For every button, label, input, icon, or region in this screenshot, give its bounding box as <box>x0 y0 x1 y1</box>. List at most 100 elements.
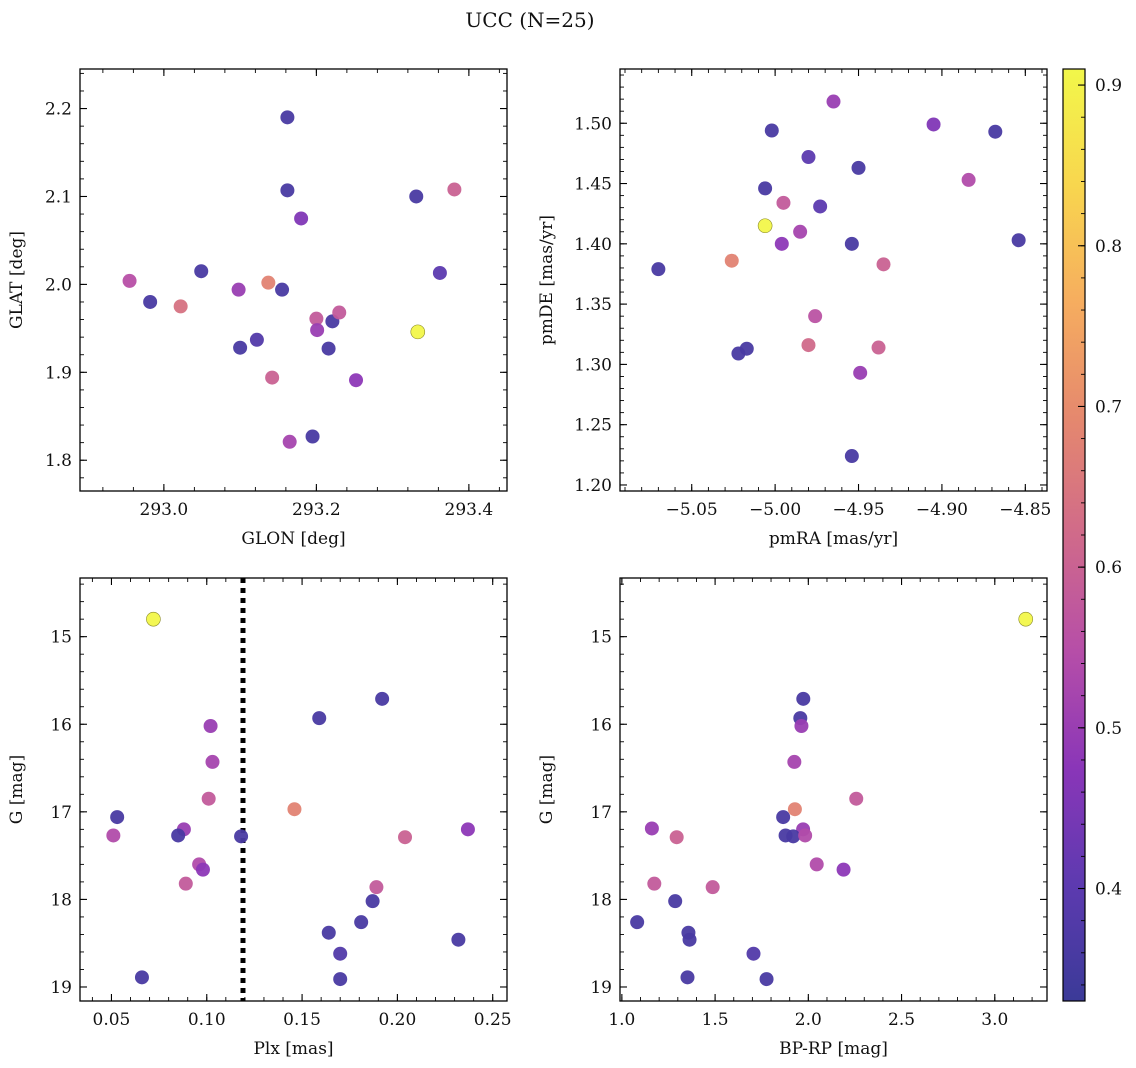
data-point <box>759 972 774 987</box>
x-tick-label: −5.00 <box>749 500 801 520</box>
data-point <box>851 160 866 175</box>
x-tick-label: 293.2 <box>292 500 341 520</box>
data-point <box>398 830 413 845</box>
y-tick-label: 15 <box>590 628 612 648</box>
x-axis-label: GLON [deg] <box>241 529 345 549</box>
x-tick-label: 2.0 <box>795 1010 822 1030</box>
data-point <box>682 932 697 947</box>
y-axis-label: pmDE [mas/yr] <box>537 215 557 345</box>
x-tick-label: 0.10 <box>188 1010 226 1030</box>
data-point <box>926 117 941 132</box>
x-tick-label: 293.0 <box>140 500 189 520</box>
scatter-points <box>651 94 1026 464</box>
data-point <box>793 224 808 239</box>
data-point <box>332 305 347 320</box>
data-point <box>836 862 851 877</box>
data-point <box>280 110 295 125</box>
data-point <box>724 253 739 268</box>
data-point <box>275 282 290 297</box>
data-point <box>876 257 891 272</box>
data-point <box>757 218 773 234</box>
data-point <box>333 946 348 961</box>
data-point <box>321 925 336 940</box>
data-point <box>786 829 801 844</box>
colorbar-tick-label: 0.7 <box>1095 397 1122 417</box>
axes-frame <box>619 577 1048 1002</box>
y-tick-label: 1.45 <box>574 175 612 195</box>
data-point <box>647 876 662 891</box>
data-point <box>203 719 218 734</box>
data-point <box>988 124 1003 139</box>
y-tick-label: 16 <box>590 715 612 735</box>
colorbar-tick-label: 0.6 <box>1095 558 1122 578</box>
colorbar-tick-label: 0.5 <box>1095 719 1122 739</box>
data-point <box>680 970 695 985</box>
data-point <box>1011 233 1026 248</box>
scatter-points <box>106 611 475 987</box>
data-point <box>310 323 325 338</box>
data-point <box>460 822 475 837</box>
x-tick-label: −4.85 <box>999 500 1051 520</box>
data-point <box>1018 611 1034 627</box>
data-point <box>106 828 121 843</box>
colorbar: 0.4 0.5 0.6 0.7 0.8 0.9 <box>1062 68 1122 1002</box>
y-tick-label: 18 <box>50 890 72 910</box>
x-tick-label: −4.90 <box>916 500 968 520</box>
data-point <box>651 262 666 277</box>
x-axis-label: pmRA [mas/yr] <box>769 529 898 549</box>
data-point <box>205 754 220 769</box>
y-axis-label: G [mag] <box>7 755 27 824</box>
data-point <box>809 857 824 872</box>
colorbar-tick-label: 0.8 <box>1095 237 1122 257</box>
data-point <box>447 182 462 197</box>
data-point <box>265 370 280 385</box>
data-point <box>231 282 246 297</box>
y-tick-label: 19 <box>590 978 612 998</box>
data-point <box>844 236 859 251</box>
y-tick-label: 1.50 <box>574 114 612 134</box>
x-tick-label: 1.5 <box>702 1010 729 1030</box>
x-axis-label: BP-RP [mag] <box>779 1039 888 1059</box>
y-tick-label: 1.30 <box>574 355 612 375</box>
data-point <box>369 880 384 895</box>
data-point <box>349 373 364 388</box>
y-tick-label: 15 <box>50 628 72 648</box>
x-tick-label: 2.5 <box>888 1010 915 1030</box>
x-tick-label: −4.95 <box>832 500 884 520</box>
x-tick-label: −5.05 <box>666 500 718 520</box>
y-tick-label: 18 <box>590 890 612 910</box>
x-tick-label: 0.20 <box>378 1010 416 1030</box>
x-tick-label: 293.4 <box>445 500 494 520</box>
data-point <box>787 754 802 769</box>
x-tick-label: 0.15 <box>283 1010 321 1030</box>
y-tick-label: 1.35 <box>574 295 612 315</box>
pm-panel: −5.05 −5.00 −4.95 −4.90 −4.85 1.20 1.25 1.30 1.3… <box>537 68 1051 549</box>
data-point <box>134 970 149 985</box>
axes-frame <box>619 68 1048 492</box>
data-point <box>849 791 864 806</box>
data-point <box>758 181 773 196</box>
data-point <box>409 189 424 204</box>
ticks: 0.05 0.10 0.15 0.20 0.25 15 16 17 18 19 <box>50 578 512 1030</box>
data-point <box>705 880 720 895</box>
data-point <box>410 324 426 340</box>
ticks: 1.0 1.5 2.0 2.5 3.0 15 16 17 18 19 <box>590 578 1047 1030</box>
data-point <box>375 691 390 706</box>
data-point <box>233 340 248 355</box>
y-tick-label: 17 <box>590 803 612 823</box>
figure-title: UCC (N=25) <box>465 8 594 32</box>
data-point <box>195 862 210 877</box>
data-point <box>309 311 324 326</box>
data-point <box>110 810 125 825</box>
y-tick-label: 1.8 <box>45 451 72 471</box>
y-tick-label: 1.20 <box>574 476 612 496</box>
data-point <box>282 434 297 449</box>
data-point <box>143 294 158 309</box>
data-point <box>787 802 802 817</box>
data-point <box>796 691 811 706</box>
data-point <box>669 830 684 845</box>
y-tick-label: 19 <box>50 978 72 998</box>
data-point <box>776 195 791 210</box>
data-point <box>333 972 348 987</box>
